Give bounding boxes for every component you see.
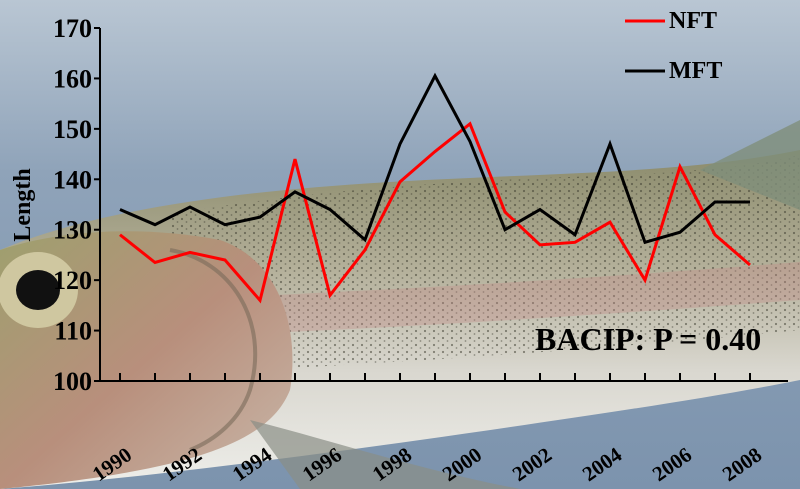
trout-gill-cover xyxy=(169,248,258,452)
y-tick-label: 170 xyxy=(53,14,92,43)
y-ticks: 100 110 120 130 140 150 160 170 xyxy=(53,14,100,396)
y-tick-label: 160 xyxy=(53,64,92,93)
y-tick-label: 120 xyxy=(53,266,92,295)
y-tick-label: 110 xyxy=(54,317,92,346)
trout-pectoral-fin xyxy=(250,420,520,489)
legend-label-nft: NFT xyxy=(669,8,717,34)
legend: NFT MFT xyxy=(625,8,722,84)
y-axis-title: Length xyxy=(10,168,36,241)
y-tick-label: 150 xyxy=(53,115,92,144)
legend-label-mft: MFT xyxy=(669,58,722,84)
axes xyxy=(99,28,788,382)
y-tick-label: 130 xyxy=(53,216,92,245)
bacip-annotation: BACIP: P = 0.40 xyxy=(535,321,761,357)
trout-tail xyxy=(700,120,800,210)
series-layer xyxy=(119,72,751,304)
trout-eye-pupil xyxy=(16,270,60,310)
y-tick-label: 140 xyxy=(53,165,92,194)
y-tick-label: 100 xyxy=(53,367,92,396)
